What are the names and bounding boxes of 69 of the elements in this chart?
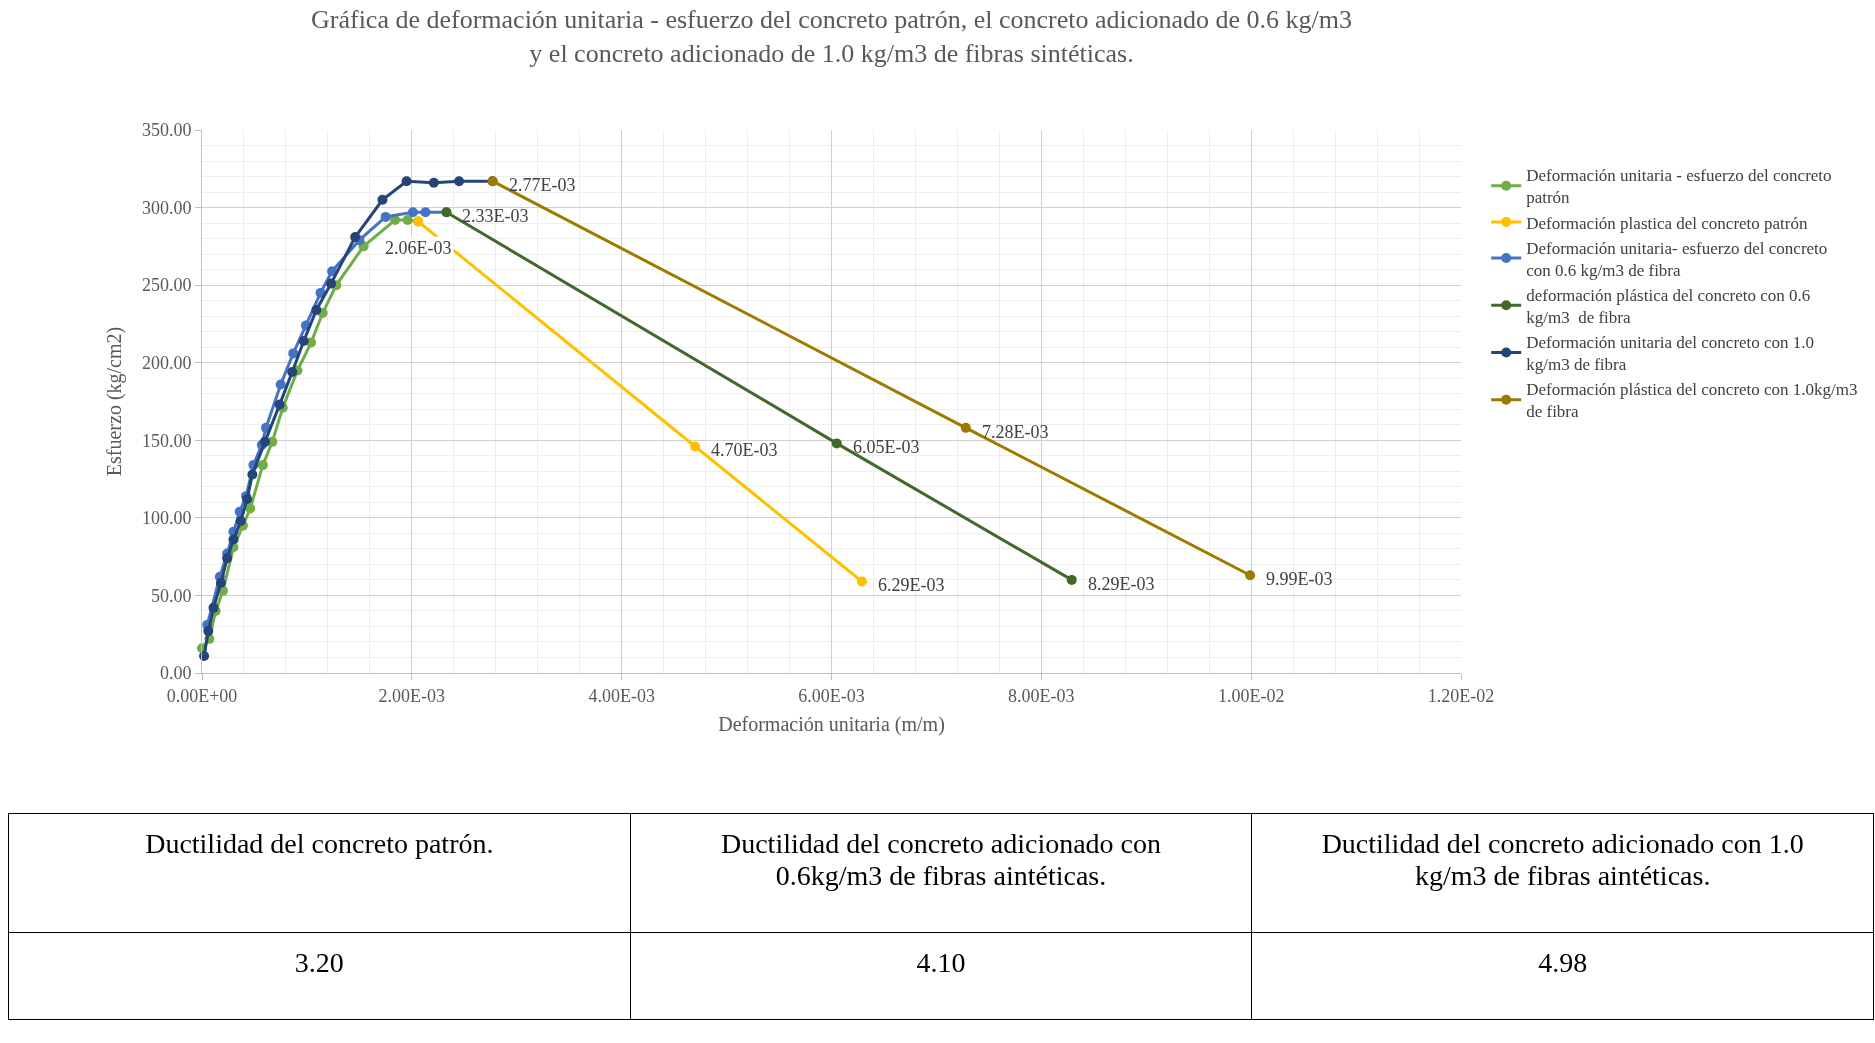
annotation: 6.29E-03 [878, 575, 945, 595]
point [203, 626, 214, 637]
legend-label: deformación plástica del concreto con 0.6 kg/m3 de fibra [1526, 285, 1811, 327]
point [960, 422, 971, 433]
point [311, 304, 322, 315]
x-tick-label: 0.00E+00 [166, 685, 238, 706]
y-tick-label: 300.00 [141, 197, 192, 218]
point [1245, 570, 1256, 581]
point [228, 534, 239, 545]
text: Ductilidad del concreto patrón. [8, 813, 631, 933]
point [247, 469, 258, 480]
chart-title: Gráfica de deformación unitaria - esfuerzo del concreto patrón, el concreto adicionado de 0.6 kg/m3 y el concreto adicionado de 1.0 kg/m3 de fibras sintéticas. [311, 5, 1352, 69]
legend-label: Deformación plastica del concreto patrón [1526, 213, 1808, 233]
point [215, 578, 226, 589]
y-tick-label: 200.00 [141, 353, 192, 374]
y-tick-label: 350.00 [141, 120, 192, 141]
text: Ductilidad del concreto adicionado con 0.6kg/m3 de fibras aintéticas. [630, 813, 1252, 933]
point [377, 194, 388, 205]
annotation: 4.70E-03 [711, 440, 778, 460]
point [222, 553, 233, 564]
y-tick-label: 50.00 [150, 585, 192, 606]
point [831, 438, 842, 449]
point [350, 232, 361, 243]
point [257, 460, 268, 471]
annotation: 2.77E-03 [509, 175, 576, 195]
point [298, 335, 309, 346]
point [690, 441, 701, 452]
point [235, 515, 246, 526]
x-tick-label: 4.00E-03 [588, 685, 655, 706]
text: 3.20 [8, 932, 631, 1020]
point [401, 176, 412, 187]
annotation: 7.28E-03 [982, 422, 1049, 442]
annotation: 2.06E-03 [385, 238, 452, 258]
point [326, 278, 337, 289]
y-tick-label: 150.00 [141, 430, 192, 451]
x-tick-label: 8.00E-03 [1008, 685, 1075, 706]
y-tick-label: 0.00 [159, 663, 192, 684]
x-tick-label: 6.00E-03 [798, 685, 865, 706]
point [402, 214, 413, 225]
x-tick-label: 2.00E-03 [378, 685, 446, 706]
legend-label: Deformación plástica del concreto con 1.0kg/m3 de fibra [1526, 380, 1858, 422]
text: 4.98 [1251, 932, 1874, 1020]
annotation: 6.05E-03 [853, 437, 920, 457]
x-tick-label: 1.20E-02 [1427, 685, 1495, 706]
annotation: 9.99E-03 [1266, 569, 1333, 589]
point [288, 348, 299, 359]
point [1066, 574, 1077, 585]
point [199, 650, 210, 661]
y-tick-label: 250.00 [141, 275, 192, 296]
point [327, 266, 338, 277]
y-axis-title: Esfuerzo (kg/cm2) [103, 326, 127, 477]
point [287, 367, 298, 378]
legend-label: Deformación unitaria - esfuerzo del concreto patrón [1526, 166, 1832, 208]
point [245, 503, 256, 514]
legend-label: Deformación unitaria del concreto con 1.0 kg/m3 de fibra [1526, 333, 1815, 375]
annotation: 2.33E-03 [462, 206, 529, 226]
point [407, 207, 418, 218]
y-tick-label: 100.00 [141, 508, 192, 529]
annotation: 8.29E-03 [1088, 574, 1155, 594]
x-tick-label: 1.00E-02 [1217, 685, 1285, 706]
x-axis-title: Deformación unitaria (m/m) [718, 713, 945, 737]
point [380, 211, 391, 222]
point [454, 176, 465, 187]
point [856, 576, 867, 587]
text: Ductilidad del concreto adicionado con 1.0 kg/m3 de fibras aintéticas. [1251, 813, 1874, 933]
point [428, 177, 439, 188]
point [275, 379, 286, 390]
text: 4.10 [630, 932, 1252, 1020]
point [420, 207, 431, 218]
